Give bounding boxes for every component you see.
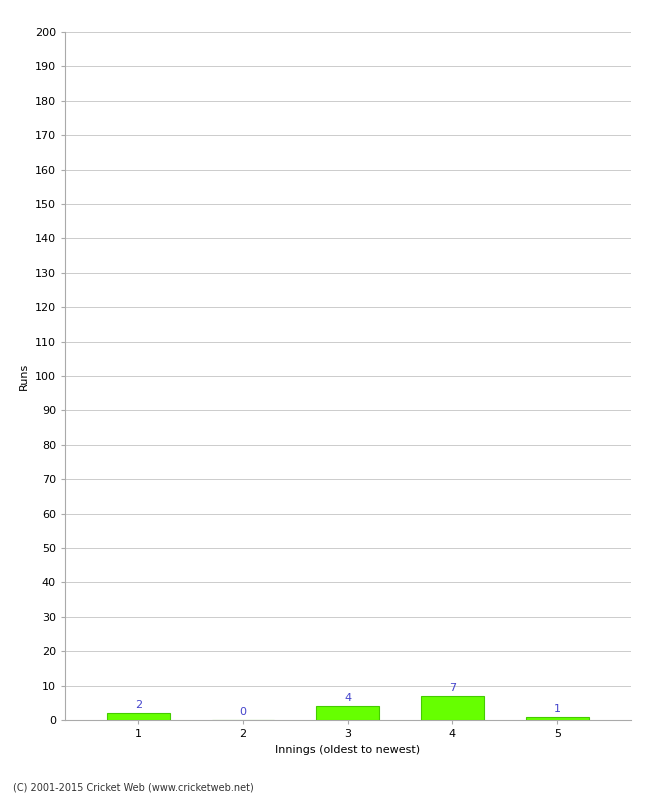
Text: 1: 1 (554, 704, 561, 714)
Text: 0: 0 (240, 707, 246, 718)
Bar (317, 706, 379, 720)
Text: (C) 2001-2015 Cricket Web (www.cricketweb.net): (C) 2001-2015 Cricket Web (www.cricketwe… (13, 782, 254, 792)
Bar (107, 713, 170, 720)
Text: 4: 4 (344, 694, 351, 703)
Y-axis label: Runs: Runs (20, 362, 29, 390)
Bar (526, 717, 589, 720)
Text: 7: 7 (449, 683, 456, 693)
Bar (421, 696, 484, 720)
X-axis label: Innings (oldest to newest): Innings (oldest to newest) (275, 745, 421, 754)
Text: 2: 2 (135, 700, 142, 710)
